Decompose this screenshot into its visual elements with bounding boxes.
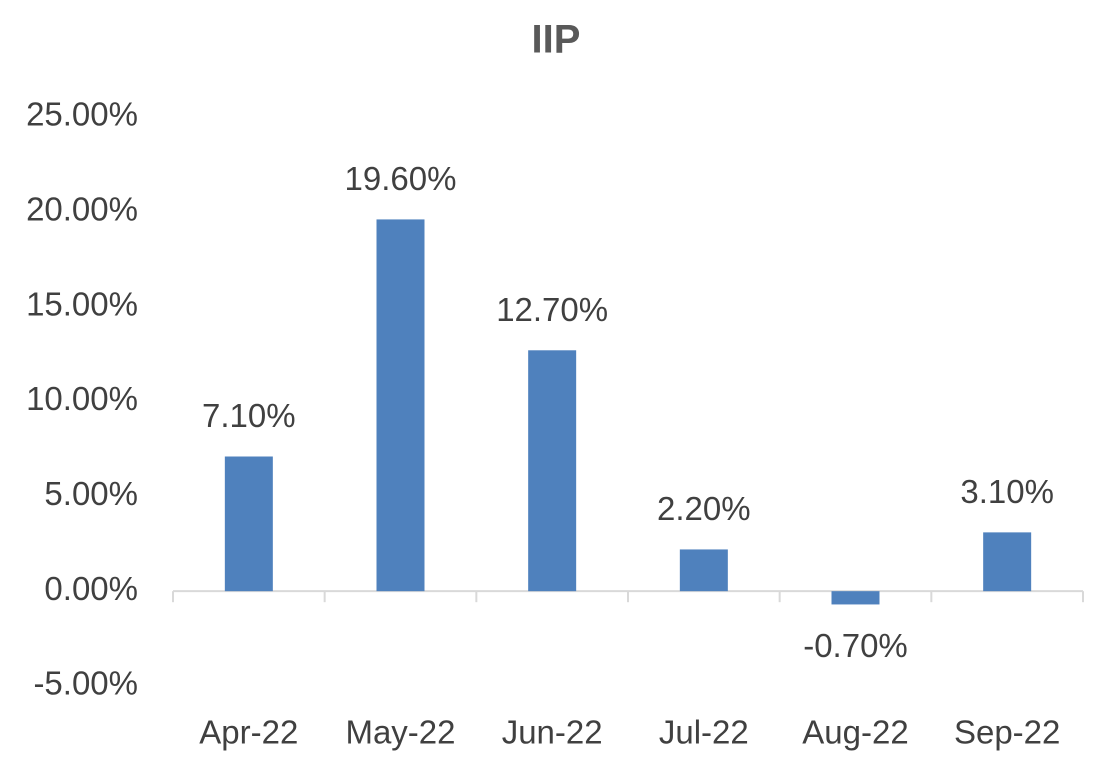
data-label: 3.10%	[960, 473, 1054, 510]
y-tick-label: 0.00%	[44, 570, 138, 607]
x-tick-label: Aug-22	[802, 714, 908, 751]
bar	[679, 549, 728, 592]
data-label: -0.70%	[803, 627, 908, 664]
bar	[983, 532, 1032, 592]
x-tick-label: May-22	[345, 714, 455, 751]
data-label: 19.60%	[345, 160, 457, 197]
y-tick-label: -5.00%	[33, 665, 138, 702]
x-tick-label: Sep-22	[954, 714, 1060, 751]
bar	[528, 350, 577, 592]
data-label: 12.70%	[496, 291, 608, 328]
bar	[224, 456, 273, 592]
chart-title: IIP	[532, 18, 581, 62]
y-tick-label: 10.00%	[26, 380, 138, 417]
data-label: 2.20%	[657, 490, 751, 527]
x-tick-label: Apr-22	[199, 714, 298, 751]
y-tick-label: 15.00%	[26, 285, 138, 322]
bar	[376, 219, 425, 592]
y-tick-label: 20.00%	[26, 191, 138, 228]
bar	[831, 591, 880, 605]
y-tick-label: 25.00%	[26, 96, 138, 133]
y-tick-label: 5.00%	[44, 475, 138, 512]
x-tick-label: Jun-22	[502, 714, 603, 751]
x-tick-label: Jul-22	[659, 714, 749, 751]
data-label: 7.10%	[202, 397, 296, 434]
